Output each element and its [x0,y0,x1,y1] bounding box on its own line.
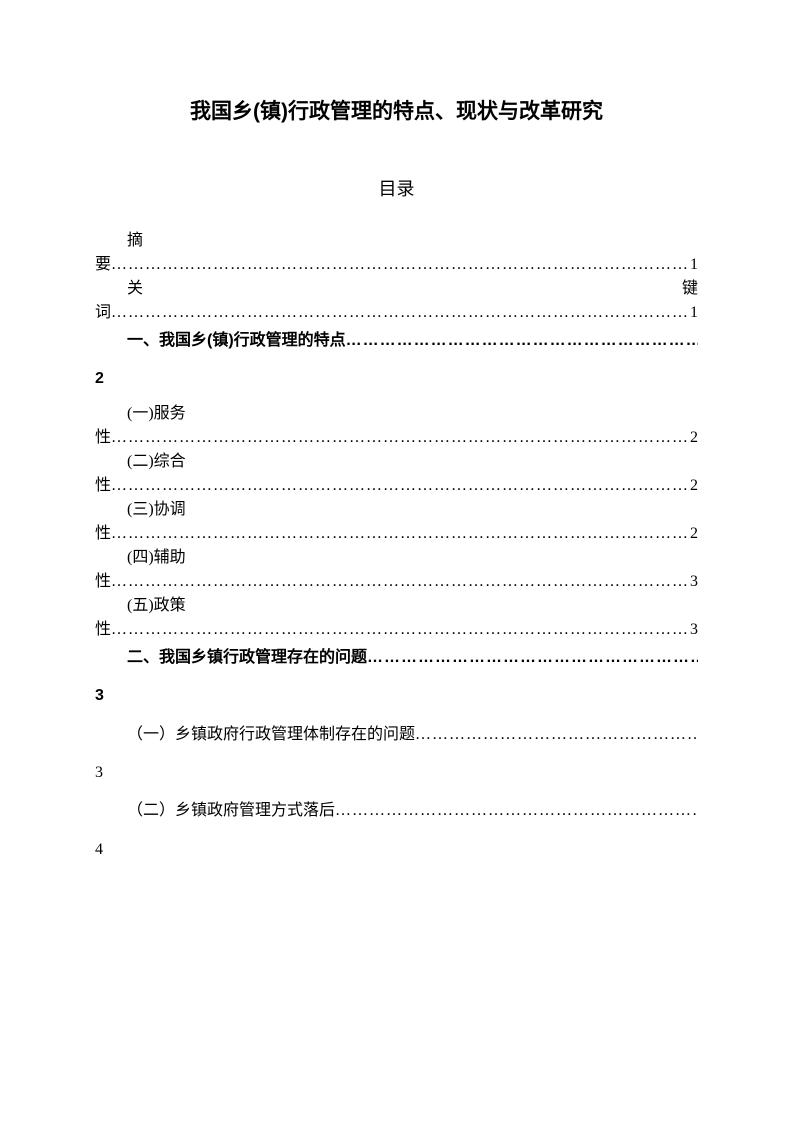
toc-leader-dots: …………………………………………………………………………………………………………… [111,573,690,591]
toc-entry-prefix: (三)协调 [127,495,186,519]
toc-entry-prefix: (二)综合 [127,447,186,471]
toc-entry-text: （二）乡镇政府管理方式落后 [127,792,335,830]
toc-leader-dots: …………………………………………………………………………………………………………… [111,621,690,639]
toc-entry: 二、我国乡镇行政管理存在的问题 ………………………………………………………………… [95,639,698,677]
toc-entry-line2: 词 ……………………………………………………………………………………………………… [95,298,698,322]
toc-entry-line2: 性 ……………………………………………………………………………………………………… [95,615,698,639]
toc-entry-line2: 性 ……………………………………………………………………………………………………… [95,471,698,495]
toc-page-number: 2 [95,360,698,398]
toc-entry: （一）乡镇政府行政管理体制存在的问题 ………………………………………………………… [95,716,698,754]
toc-entry: （二）乡镇政府管理方式落后 ……………………………………………………………………… [95,792,698,830]
toc-page-number: 2 [690,525,698,543]
toc-page-number: 3 [95,754,698,792]
toc-entry-prefix: 关 [127,274,143,298]
toc-entry-line1: 关键 [95,274,698,298]
toc-entry-prefix: 摘 [127,226,143,250]
toc-entry-wrap: 性 [95,471,111,495]
toc-entry-wrap: 性 [95,519,111,543]
toc-leader-dots: …………………………………………………………………………………………………………… [346,322,698,360]
toc-page-number: 1 [690,304,698,322]
document-title: 我国乡(镇)行政管理的特点、现状与改革研究 [95,95,698,125]
toc-page-number: 3 [95,677,698,715]
toc-leader-dots: …………………………………………………………………………………………………………… [367,639,698,677]
toc-page-number: 1 [690,256,698,274]
toc-heading: 目录 [95,175,698,201]
toc-leader-dots: …………………………………………………………………………………………………………… [335,792,698,830]
toc-entry-text: 一、我国乡(镇)行政管理的特点 [127,322,346,360]
toc-leader-dots: …………………………………………………………………………………………………………… [111,429,690,447]
toc-leader-dots: …………………………………………………………………………………………………………… [111,525,690,543]
toc-entry-wrap: 性 [95,567,111,591]
toc-entry-line1: (三)协调 [95,495,698,519]
toc-page-number: 2 [690,429,698,447]
toc-entry: 一、我国乡(镇)行政管理的特点 ………………………………………………………………… [95,322,698,360]
toc-entry-line1: (一)服务 [95,399,698,423]
toc-entry-line1: (四)辅助 [95,543,698,567]
toc-entry-line2: 要 ……………………………………………………………………………………………………… [95,250,698,274]
toc-leader-dots: …………………………………………………………………………………………………………… [111,304,690,322]
toc-entry-prefix: (四)辅助 [127,543,186,567]
toc-entry-wrap: 要 [95,250,111,274]
toc-entry-line1: (五)政策 [95,591,698,615]
toc-entry-prefix: (五)政策 [127,591,186,615]
toc-entry-wrap: 词 [95,298,111,322]
toc-entry-suffix: 键 [682,274,698,298]
toc-entry-line1: 摘 [95,226,698,250]
toc-leader-dots: …………………………………………………………………………………………………………… [111,477,690,495]
toc-container: 摘要 …………………………………………………………………………………………………… [95,226,698,869]
toc-page-number: 2 [690,477,698,495]
toc-entry-prefix: (一)服务 [127,399,186,423]
toc-entry-text: 二、我国乡镇行政管理存在的问题 [127,639,367,677]
toc-leader-dots: …………………………………………………………………………………………………………… [415,716,698,754]
toc-entry-line1: (二)综合 [95,447,698,471]
toc-page-number: 4 [95,831,698,869]
toc-page-number: 3 [690,621,698,639]
toc-entry-text: （一）乡镇政府行政管理体制存在的问题 [127,716,415,754]
toc-entry-line2: 性 ……………………………………………………………………………………………………… [95,423,698,447]
toc-entry-line2: 性 ……………………………………………………………………………………………………… [95,519,698,543]
toc-entry-wrap: 性 [95,423,111,447]
toc-page-number: 3 [690,573,698,591]
toc-entry-line2: 性 ……………………………………………………………………………………………………… [95,567,698,591]
toc-entry-wrap: 性 [95,615,111,639]
toc-leader-dots: …………………………………………………………………………………………………………… [111,256,690,274]
